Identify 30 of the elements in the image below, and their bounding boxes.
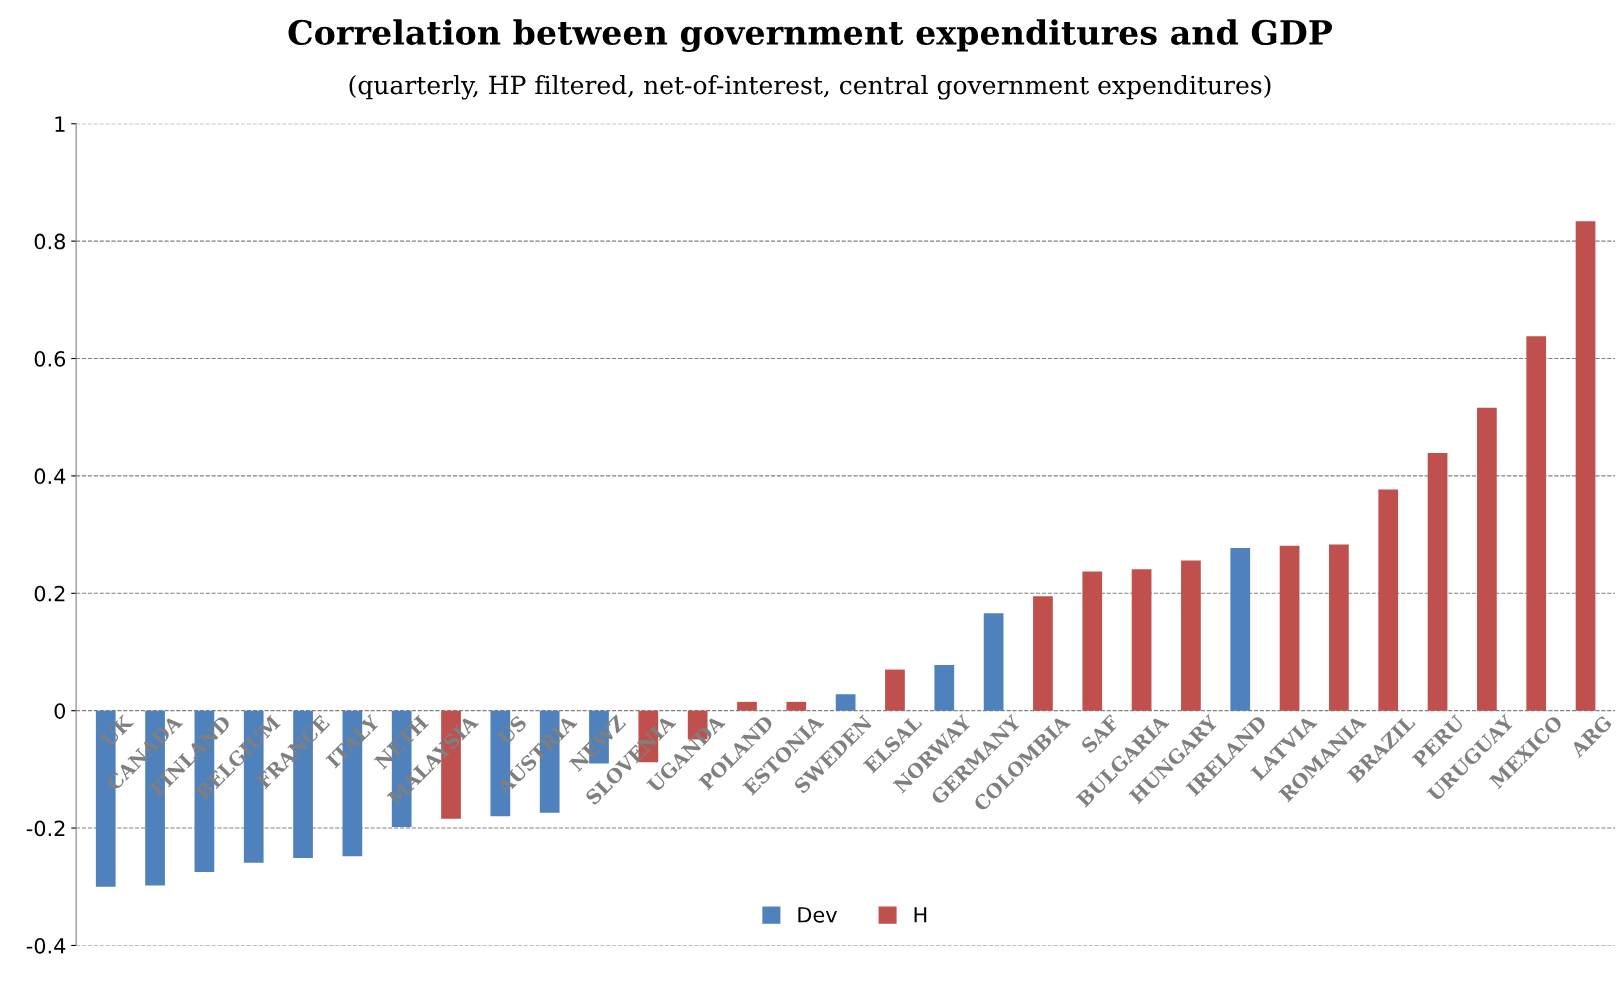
y-tick-label: 0.2 [34,585,65,602]
y-tick-label: -0.4 [26,937,66,954]
bar [1230,548,1251,711]
chart-title: Correlation between government expenditures and GDP [288,19,1333,52]
chart-subtitle: (quarterly, HP filtered, net-of-interest, central government expenditures) [349,75,1271,100]
legend-label: H [914,907,927,923]
bar [1427,453,1448,711]
legend-label: Dev [798,907,837,923]
y-tick-label: 0.4 [34,468,66,485]
bar [835,694,856,711]
y-tick-label: -0.2 [26,820,65,837]
y-tick-label: 0.6 [34,350,66,367]
bar [983,613,1004,711]
bar [1526,336,1547,711]
bar [786,701,807,711]
bar [1329,544,1349,711]
bar [885,669,905,711]
bar [1378,489,1399,711]
bar [1477,407,1497,711]
bar [1082,571,1103,711]
bar [737,701,757,711]
bar [934,664,955,711]
bar [1033,596,1053,711]
bar [1181,560,1201,711]
bar [1131,569,1152,711]
y-tick-label: 0.8 [34,233,65,250]
bar [1279,545,1300,711]
y-tick-label: 1 [55,116,65,132]
y-tick-label: 0 [54,703,66,719]
bar [1575,221,1596,711]
